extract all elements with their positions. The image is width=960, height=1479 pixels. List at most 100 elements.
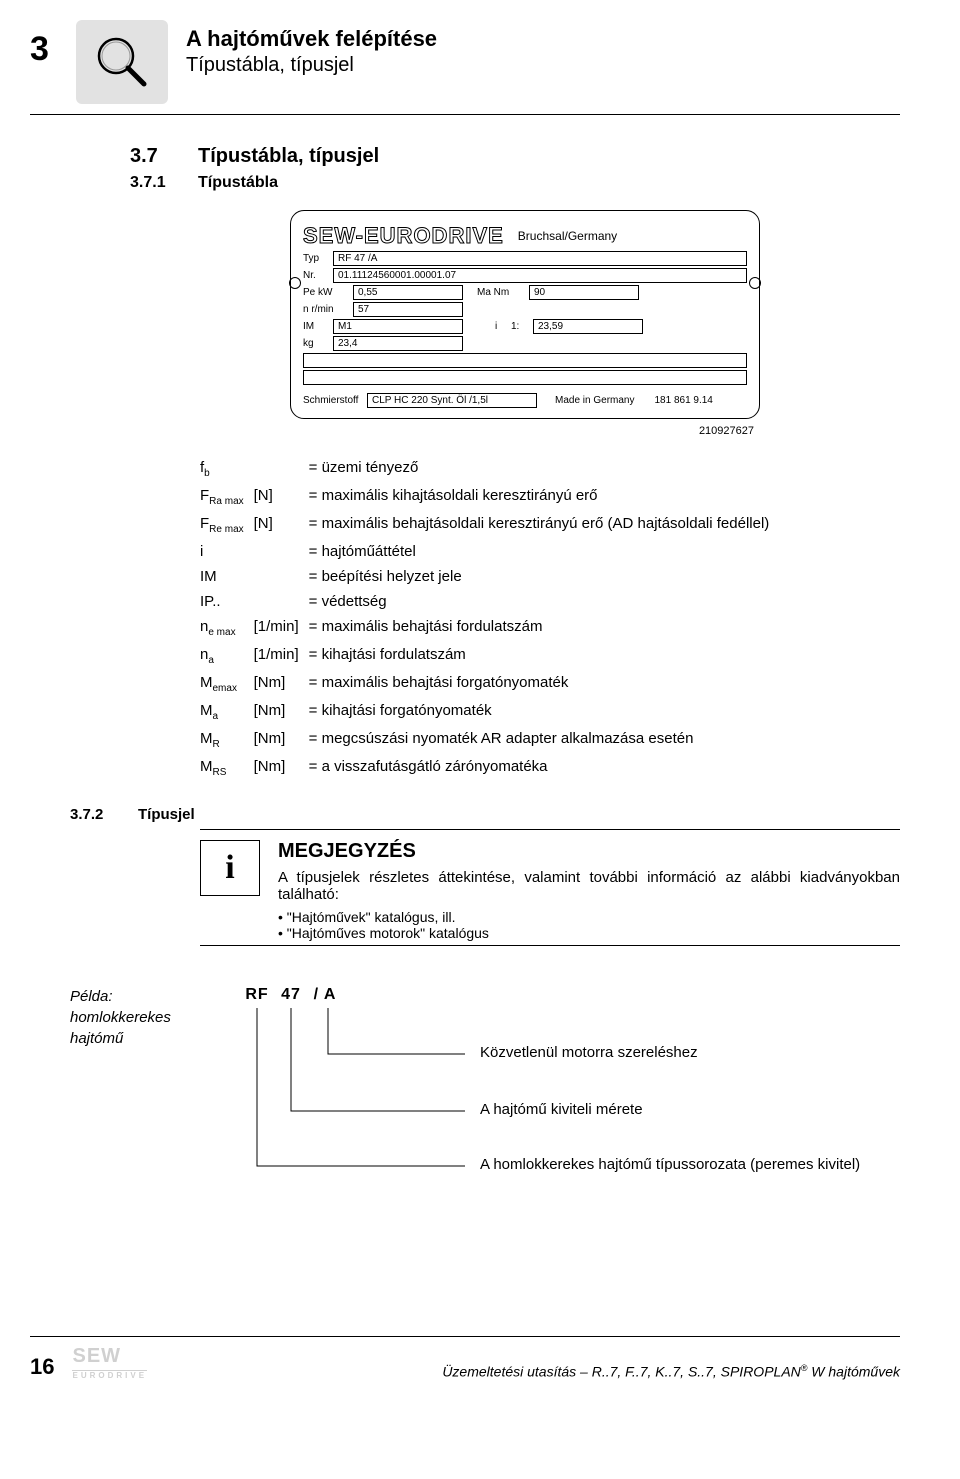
- definition-row: na[1/min]= kihajtási fordulatszám: [200, 642, 779, 670]
- definition-text: = a visszafutásgátló zárónyomatéka: [309, 754, 780, 782]
- definition-symbol: IP..: [200, 589, 254, 614]
- label-i-colon: 1:: [511, 321, 527, 332]
- value-ma: 90: [529, 285, 639, 300]
- value-i: 23,59: [533, 319, 643, 334]
- page-number: 16: [30, 1354, 54, 1380]
- definition-text: = megcsúszási nyomaték AR adapter alkalm…: [309, 726, 780, 754]
- definition-text: = maximális behajtási fordulatszám: [309, 614, 780, 642]
- example-label: Példa:homlokkerekeshajtómű: [70, 986, 210, 1176]
- definition-symbol: FRe max: [200, 511, 254, 539]
- definition-unit: [1/min]: [254, 614, 309, 642]
- definition-symbol: Memax: [200, 670, 254, 698]
- footer-doc-main: Üzemeltetési utasítás – R..7, F..7, K..7…: [442, 1364, 800, 1380]
- footer-logo-text: SEW: [72, 1345, 121, 1367]
- label-nr: Nr.: [303, 270, 327, 281]
- value-lubricant: CLP HC 220 Synt. Öl /1,5l: [367, 393, 537, 408]
- header-rule: [30, 114, 900, 115]
- blank-row-2: [303, 370, 747, 385]
- blank-row-1: [303, 353, 747, 368]
- definition-unit: [Nm]: [254, 670, 309, 698]
- code-part-3: / A: [308, 986, 342, 1004]
- label-typ: Typ: [303, 253, 327, 264]
- definition-row: MRS[Nm]= a visszafutásgátló zárónyomaték…: [200, 754, 779, 782]
- definition-text: = maximális behajtásoldali keresztirányú…: [309, 511, 780, 539]
- definition-row: Ma[Nm]= kihajtási forgatónyomaték: [200, 698, 779, 726]
- note-rule-top: [200, 829, 900, 830]
- explain-3: A homlokkerekes hajtómű típussorozata (p…: [480, 1156, 860, 1173]
- subsection-number: 3.7.1: [130, 174, 178, 192]
- definition-unit: [254, 539, 309, 564]
- definition-row: FRe max[N]= maximális behajtásoldali ker…: [200, 511, 779, 539]
- definition-row: Memax[Nm]= maximális behajtási forgatóny…: [200, 670, 779, 698]
- label-made: Made in Germany: [555, 395, 634, 406]
- definition-row: IM = beépítési helyzet jele: [200, 564, 779, 589]
- subsection2-number: 3.7.2: [70, 806, 116, 823]
- definition-row: FRa max[N]= maximális kihajtásoldali ker…: [200, 483, 779, 511]
- definition-text: = kihajtási forgatónyomaték: [309, 698, 780, 726]
- note-rule-bottom: [200, 945, 900, 946]
- page-header: 3 A hajtóművek felépítése Típustábla, tí…: [30, 20, 900, 104]
- label-pe: Pe kW: [303, 287, 347, 298]
- label-lubricant: Schmierstoff: [303, 395, 361, 406]
- nameplate-id: 210927627: [290, 425, 760, 437]
- note-box: i MEGJEGYZÉS A típusjelek részletes átte…: [200, 840, 900, 941]
- section-title: Típustábla, típusjel: [198, 145, 379, 168]
- nameplate-brand: SEW-EURODRIVE: [303, 223, 504, 249]
- value-kg: 23,4: [333, 336, 463, 351]
- section-number: 3.7: [130, 145, 178, 168]
- definition-row: i = hajtóműáttétel: [200, 539, 779, 564]
- explain-1: Közvetlenül motorra szereléshez: [480, 1044, 698, 1061]
- definition-unit: [254, 564, 309, 589]
- value-pe: 0,55: [353, 285, 463, 300]
- definition-text: = kihajtási fordulatszám: [309, 642, 780, 670]
- info-icon: i: [200, 840, 260, 896]
- type-code-diagram: RF 47 / A Közvetlenül motorra szereléshe…: [240, 986, 900, 1176]
- definition-symbol: fb: [200, 455, 254, 483]
- note-text: A típusjelek részletes áttekintése, vala…: [278, 869, 900, 903]
- label-i: i: [495, 321, 505, 332]
- definition-text: = beépítési helyzet jele: [309, 564, 780, 589]
- label-ma: Ma Nm: [477, 287, 523, 298]
- value-nr: 01.11124560001.00001.07: [333, 268, 747, 283]
- code-part-2: 47: [274, 986, 308, 1004]
- note-li-1: "Hajtóművek" katalógus, ill.: [278, 909, 900, 925]
- code-part-1: RF: [240, 986, 274, 1004]
- value-im: M1: [333, 319, 463, 334]
- definition-text: = maximális behajtási forgatónyomaték: [309, 670, 780, 698]
- label-im: IM: [303, 321, 327, 332]
- magnifier-icon: [76, 20, 168, 104]
- definition-unit: [Nm]: [254, 754, 309, 782]
- label-n: n r/min: [303, 304, 347, 315]
- note-li-2: "Hajtóműves motorok" katalógus: [278, 925, 900, 941]
- definition-unit: [254, 589, 309, 614]
- definition-row: ne max[1/min]= maximális behajtási fordu…: [200, 614, 779, 642]
- note-title: MEGJEGYZÉS: [278, 840, 900, 863]
- chapter-number: 3: [30, 30, 58, 69]
- definition-symbol: MRS: [200, 754, 254, 782]
- definition-unit: [N]: [254, 511, 309, 539]
- definition-unit: [N]: [254, 483, 309, 511]
- header-subtitle: Típustábla, típusjel: [186, 54, 900, 77]
- definition-symbol: ne max: [200, 614, 254, 642]
- definitions-table: fb= üzemi tényezőFRa max[N]= maximális k…: [200, 455, 900, 782]
- definition-symbol: i: [200, 539, 254, 564]
- definition-text: = hajtóműáttétel: [309, 539, 780, 564]
- definition-symbol: na: [200, 642, 254, 670]
- definition-row: IP..= védettség: [200, 589, 779, 614]
- definition-row: MR[Nm]= megcsúszási nyomaték AR adapter …: [200, 726, 779, 754]
- nameplate: SEW-EURODRIVE Bruchsal/Germany Typ RF 47…: [290, 210, 760, 419]
- footer-doc-title: Üzemeltetési utasítás – R..7, F..7, K..7…: [442, 1363, 900, 1380]
- definition-symbol: IM: [200, 564, 254, 589]
- definition-row: fb= üzemi tényező: [200, 455, 779, 483]
- definition-unit: [254, 455, 309, 483]
- definition-symbol: FRa max: [200, 483, 254, 511]
- definition-unit: [1/min]: [254, 642, 309, 670]
- sew-logo-icon: SEW EURODRIVE: [72, 1345, 147, 1380]
- label-kg: kg: [303, 338, 327, 349]
- value-n: 57: [353, 302, 463, 317]
- subsection2-title: Típusjel: [138, 806, 195, 823]
- header-title: A hajtóművek felépítése: [186, 26, 900, 52]
- subsection-title: Típustábla: [198, 174, 278, 192]
- definition-unit: [Nm]: [254, 726, 309, 754]
- definition-symbol: Ma: [200, 698, 254, 726]
